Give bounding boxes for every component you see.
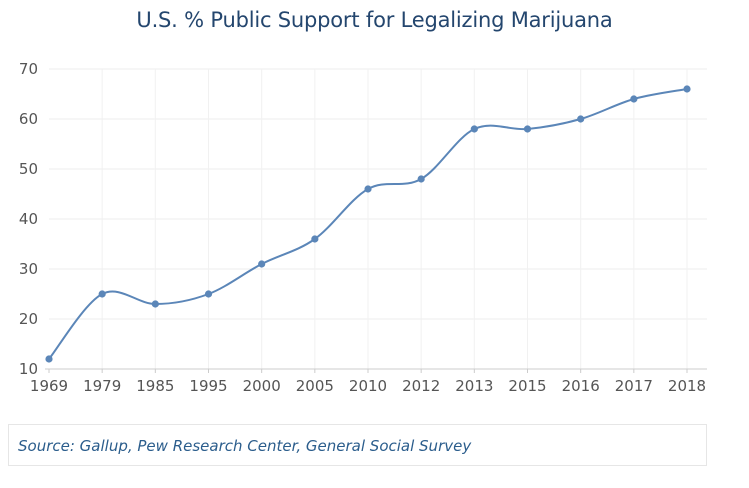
x-tick-label: 2012	[402, 377, 440, 395]
x-tick-labels: 1969 1979 1985 1995 2000 2005 2010 2012 2013 2015…	[30, 377, 706, 395]
data-point	[98, 290, 106, 298]
data-point	[364, 185, 372, 193]
x-tick-label: 2017	[615, 377, 653, 395]
line-chart: 10 20 30 40 50 60 70 1969 1979 1985 1995 2000 2005 2…	[19, 60, 707, 395]
y-tick-label: 70	[19, 60, 38, 78]
y-tick-label: 20	[19, 310, 38, 328]
data-point	[630, 95, 638, 103]
axes	[45, 368, 707, 373]
chart-title: U.S. % Public Support for Legalizing Mar…	[136, 8, 613, 32]
data-point	[45, 355, 53, 363]
x-tick-label: 2000	[243, 377, 281, 395]
x-tick-label: 2010	[349, 377, 387, 395]
x-tick-label: 1985	[136, 377, 174, 395]
data-point	[577, 115, 585, 123]
data-point	[417, 175, 425, 183]
data-point	[523, 125, 532, 133]
y-tick-label: 10	[19, 360, 38, 378]
source-box: Source: Gallup, Pew Research Center, Gen…	[8, 424, 707, 466]
x-tick-label: 2013	[455, 377, 493, 395]
y-tick-label: 40	[19, 210, 38, 228]
grid-lines	[49, 68, 707, 369]
source-note: Source: Gallup, Pew Research Center, Gen…	[18, 437, 472, 455]
y-tick-label: 30	[19, 260, 38, 278]
x-tick-label: 2016	[562, 377, 600, 395]
data-point	[151, 300, 159, 308]
x-tick-label: 2015	[508, 377, 546, 395]
x-tick-label: 2018	[668, 377, 706, 395]
y-tick-labels: 10 20 30 40 50 60 70	[19, 60, 38, 378]
x-tick-label: 2005	[296, 377, 334, 395]
data-point	[258, 260, 266, 268]
data-point	[311, 235, 319, 243]
data-point	[470, 125, 478, 133]
x-tick-label: 1995	[189, 377, 227, 395]
x-tick-label: 1969	[30, 377, 68, 395]
y-tick-label: 50	[19, 160, 38, 178]
data-point	[683, 85, 691, 93]
x-tick-label: 1979	[83, 377, 121, 395]
data-points	[45, 85, 691, 363]
data-point	[204, 290, 213, 298]
y-tick-label: 60	[19, 110, 38, 128]
